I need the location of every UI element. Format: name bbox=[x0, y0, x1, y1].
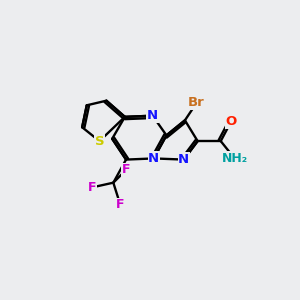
Text: N: N bbox=[178, 153, 189, 166]
Text: F: F bbox=[88, 181, 97, 194]
Text: NH₂: NH₂ bbox=[221, 152, 248, 165]
Text: F: F bbox=[116, 198, 124, 211]
Text: O: O bbox=[226, 115, 237, 128]
Text: Br: Br bbox=[188, 97, 205, 110]
Text: S: S bbox=[95, 135, 104, 148]
Text: N: N bbox=[148, 152, 159, 165]
Text: N: N bbox=[147, 109, 158, 122]
Text: F: F bbox=[122, 164, 130, 176]
